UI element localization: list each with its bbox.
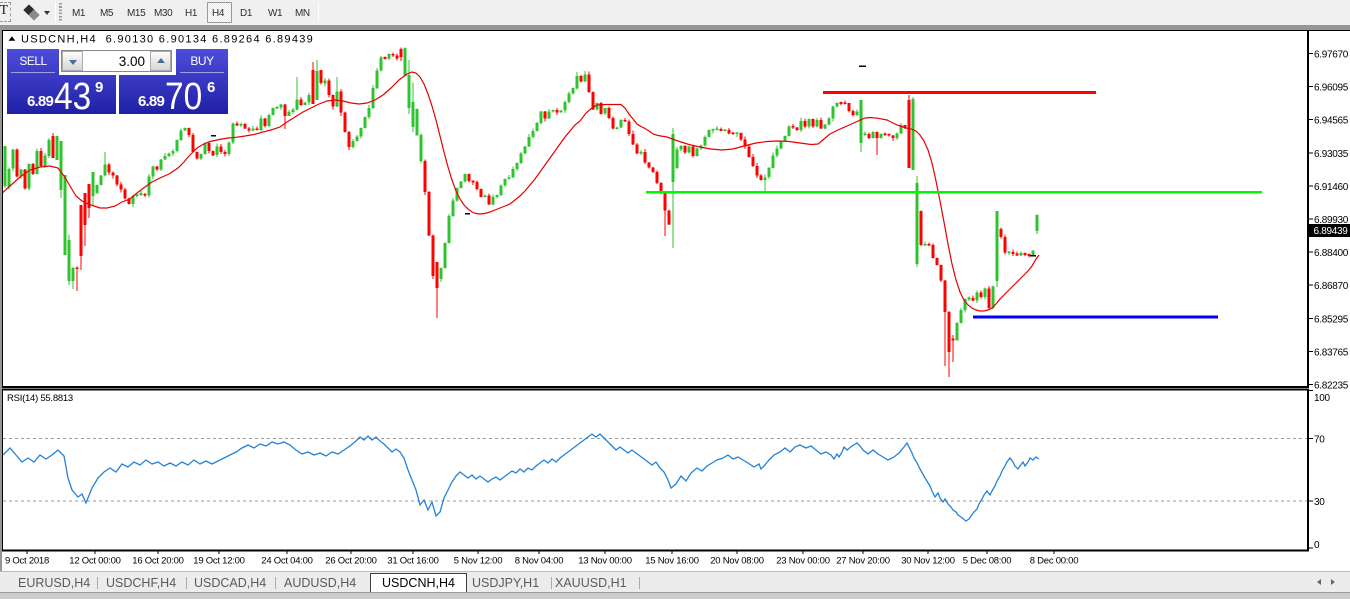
svg-text:9 Oct 2018: 9 Oct 2018 xyxy=(5,556,49,567)
svg-text:6.88400: 6.88400 xyxy=(1314,248,1349,259)
svg-text:6.91460: 6.91460 xyxy=(1314,182,1349,193)
svg-text:8 Dec 00:00: 8 Dec 00:00 xyxy=(1030,556,1078,567)
svg-text:6.89439: 6.89439 xyxy=(1314,226,1349,237)
svg-text:5 Nov 12:00: 5 Nov 12:00 xyxy=(454,556,502,567)
svg-text:13 Nov 00:00: 13 Nov 00:00 xyxy=(578,556,632,567)
svg-text:30 Nov 12:00: 30 Nov 12:00 xyxy=(901,556,955,567)
svg-text:6.89930: 6.89930 xyxy=(1314,215,1349,226)
svg-text:0: 0 xyxy=(1314,540,1320,551)
svg-text:6.85295: 6.85295 xyxy=(1314,314,1349,325)
svg-text:19 Oct 12:00: 19 Oct 12:00 xyxy=(193,556,244,567)
svg-text:8 Nov 04:00: 8 Nov 04:00 xyxy=(515,556,563,567)
svg-text:24 Oct 04:00: 24 Oct 04:00 xyxy=(261,556,312,567)
svg-text:6.94565: 6.94565 xyxy=(1314,116,1349,127)
svg-text:26 Oct 20:00: 26 Oct 20:00 xyxy=(325,556,376,567)
svg-text:12 Oct 00:00: 12 Oct 00:00 xyxy=(69,556,120,567)
svg-text:23 Nov 00:00: 23 Nov 00:00 xyxy=(776,556,830,567)
svg-text:6.96095: 6.96095 xyxy=(1314,83,1349,94)
svg-text:15 Nov 16:00: 15 Nov 16:00 xyxy=(645,556,699,567)
svg-text:100: 100 xyxy=(1314,393,1331,404)
svg-text:70: 70 xyxy=(1314,435,1325,446)
svg-text:6.97670: 6.97670 xyxy=(1314,50,1349,61)
svg-text:31 Oct 16:00: 31 Oct 16:00 xyxy=(387,556,438,567)
svg-text:6.83765: 6.83765 xyxy=(1314,347,1349,358)
svg-text:USDCNH,H4 6.90130 6.90134 6.8: USDCNH,H4 6.90130 6.90134 6.89264 6.8943… xyxy=(21,34,314,46)
svg-text:6.86870: 6.86870 xyxy=(1314,281,1349,292)
svg-text:27 Nov 20:00: 27 Nov 20:00 xyxy=(836,556,890,567)
svg-text:20 Nov 08:00: 20 Nov 08:00 xyxy=(710,556,764,567)
svg-text:6.82235: 6.82235 xyxy=(1314,381,1349,392)
svg-text:6.93035: 6.93035 xyxy=(1314,149,1349,160)
svg-text:5 Dec 08:00: 5 Dec 08:00 xyxy=(963,556,1011,567)
svg-text:30: 30 xyxy=(1314,497,1325,508)
svg-text:16 Oct 20:00: 16 Oct 20:00 xyxy=(132,556,183,567)
svg-text:RSI(14) 55.8813: RSI(14) 55.8813 xyxy=(7,393,73,404)
